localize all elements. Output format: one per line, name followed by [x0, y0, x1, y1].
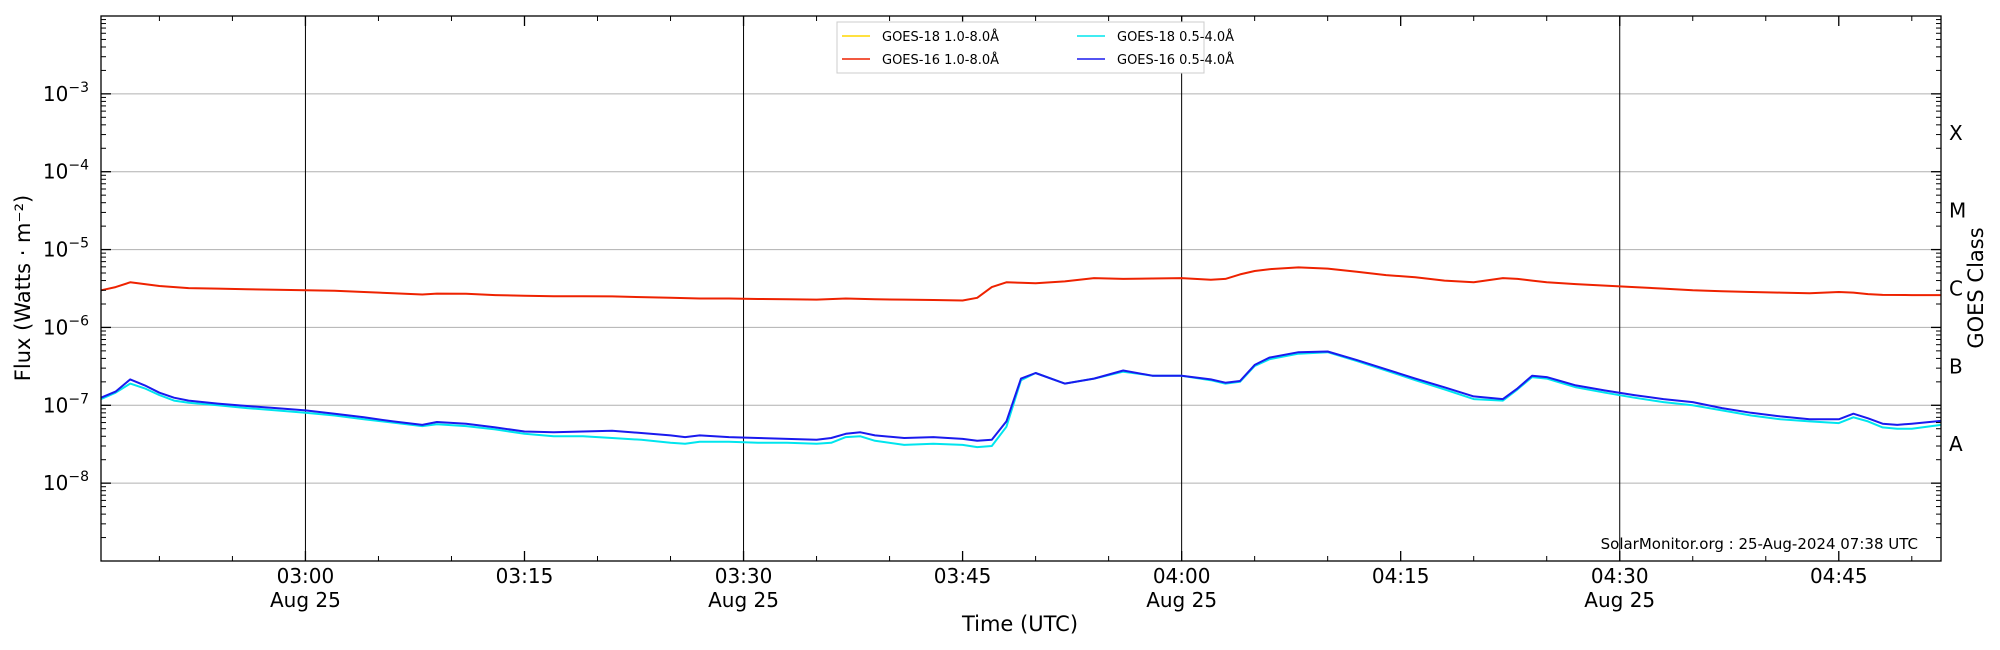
y-tick-label: 10−7: [43, 391, 89, 417]
goes-class-label: B: [1949, 354, 1963, 378]
x-axis-title: Time (UTC): [961, 612, 1078, 636]
x-tick-date: Aug 25: [1146, 588, 1217, 612]
plot-frame: [100, 15, 1942, 562]
y-tick-label: 10−5: [43, 236, 89, 262]
x-tick-label: 03:30: [715, 564, 773, 588]
y-tick-label: 10−4: [43, 158, 89, 184]
goes-class-label: A: [1949, 432, 1963, 456]
y-axis-title: Flux (Watts · m⁻²): [11, 195, 35, 381]
x-tick-date: Aug 25: [270, 588, 341, 612]
x-tick-label: 03:15: [496, 564, 554, 588]
series-layer: [100, 266, 1942, 449]
series-line-2: [100, 351, 1942, 449]
x-tick-label: 03:00: [277, 564, 335, 588]
goes-class-label: X: [1949, 121, 1963, 145]
x-tick-label: 03:45: [934, 564, 992, 588]
x-tick-label: 04:15: [1372, 564, 1430, 588]
credit-text: SolarMonitor.org : 25-Aug-2024 07:38 UTC: [1601, 535, 1918, 553]
x-tick-date: Aug 25: [708, 588, 779, 612]
x-tick-date: Aug 25: [1584, 588, 1655, 612]
legend-label: GOES-18 0.5-4.0Å: [1117, 29, 1234, 45]
goes-class-label: C: [1949, 277, 1963, 301]
x-tick-label: 04:00: [1153, 564, 1211, 588]
goes-class-label: M: [1949, 199, 1966, 223]
series-line-1: [100, 266, 1941, 302]
x-tick-label: 04:45: [1810, 564, 1868, 588]
y-tick-label: 10−6: [43, 313, 89, 339]
legend-box: [836, 21, 1205, 74]
y2-axis-title: GOES Class: [1964, 227, 1988, 348]
legend-label: GOES-16 1.0-8.0Å: [882, 52, 999, 68]
grid: [101, 93, 1941, 484]
series-line-3: [100, 350, 1942, 442]
legend-label: GOES-16 0.5-4.0Å: [1117, 52, 1234, 68]
x-tick-label: 04:30: [1591, 564, 1649, 588]
y-tick-label: 10−8: [43, 469, 89, 495]
goes-class-axis: X M C B A: [1949, 121, 1966, 456]
legend-label: GOES-18 1.0-8.0Å: [882, 29, 999, 45]
date-vertical-lines: [304, 16, 1621, 561]
y-axis: 10−3 10−4 10−5 10−6 10−7 10−8: [43, 19, 1941, 539]
y-tick-label: 10−3: [43, 80, 89, 106]
legend: GOES-18 1.0-8.0Å GOES-16 1.0-8.0Å GOES-18 …: [836, 21, 1234, 74]
